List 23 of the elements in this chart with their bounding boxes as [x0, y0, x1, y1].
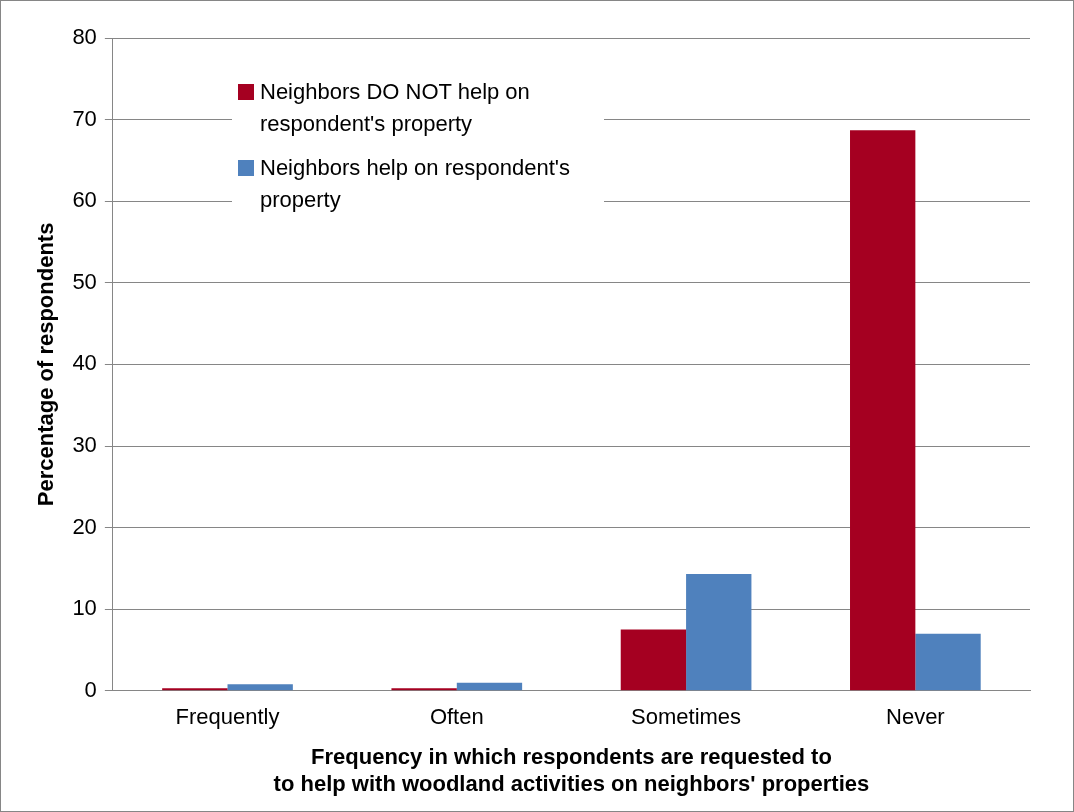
legend-label: Neighbors DO NOT help on respondent's property [260, 78, 531, 138]
x-tick-label: Sometimes [631, 704, 742, 730]
y-tick-label: 50 [72, 268, 97, 294]
y-tick-label: 70 [72, 105, 97, 131]
y-tick-label: 60 [72, 187, 97, 213]
y-tick-label: 20 [72, 513, 97, 539]
y-tick-label: 40 [72, 350, 97, 376]
bar [686, 574, 752, 691]
y-tick-label: 30 [72, 432, 97, 458]
y-tick-label: 80 [72, 24, 97, 50]
bar [456, 682, 523, 691]
x-axis-title: Frequency in which respondents are requested to to help with woodland activities on neighbors' properties [273, 744, 870, 796]
legend-label: Neighbors help on respondent's property [260, 154, 571, 214]
x-tick-label: Often [429, 704, 484, 730]
y-tick-label: 0 [84, 676, 97, 702]
bar [227, 684, 293, 691]
x-tick-label: Frequently [175, 704, 280, 730]
bar [915, 633, 981, 691]
bar [850, 130, 916, 691]
bar [620, 629, 687, 691]
x-tick-label: Never [886, 704, 945, 730]
y-axis-title: Percentage of respondents [33, 222, 59, 507]
y-tick-label: 10 [72, 595, 97, 621]
